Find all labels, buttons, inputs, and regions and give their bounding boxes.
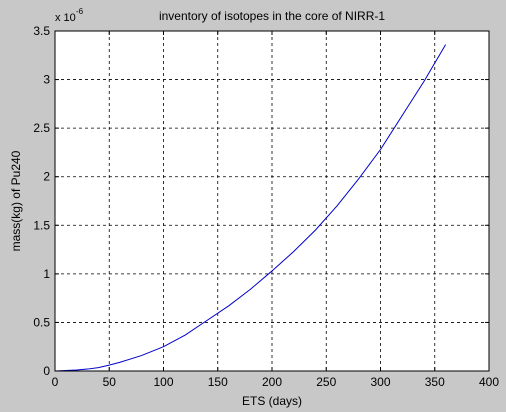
x-tick-label: 50	[103, 375, 117, 389]
chart-title: inventory of isotopes in the core of NIR…	[159, 9, 385, 23]
x-tick-label: 400	[479, 375, 499, 389]
grid-layer	[55, 31, 489, 371]
y-tick-label: 2	[43, 170, 50, 184]
y-tick-label: 2.5	[33, 121, 50, 135]
y-tick-label: 3.5	[33, 24, 50, 38]
x-tick-label: 150	[208, 375, 228, 389]
x-tick-label: 100	[153, 375, 173, 389]
x-tick-label: 250	[316, 375, 336, 389]
series-layer	[54, 44, 447, 372]
x-tick-label: 300	[370, 375, 390, 389]
y-tick-label: 0.5	[33, 315, 50, 329]
x-tick-label: 350	[425, 375, 445, 389]
tick-layer: 0 50 100 150 200 250 300 350 400 0 0.5 1 1.5 2 2.5 3 3.5	[33, 24, 499, 389]
x-tick-label: 200	[262, 375, 282, 389]
y-tick-label: 3	[43, 73, 50, 87]
y-multiplier-exponent: -6	[76, 7, 84, 16]
x-axis-label: ETS (days)	[242, 394, 302, 408]
y-tick-label: 0	[43, 364, 50, 378]
y-tick-label: 1	[43, 267, 50, 281]
y-axis-label: mass(kg) of Pu240	[9, 150, 23, 251]
y-tick-label: 1.5	[33, 218, 50, 232]
series-line-0	[54, 44, 447, 372]
y-multiplier-base: x 10	[55, 12, 76, 24]
x-tick-label: 0	[52, 375, 59, 389]
